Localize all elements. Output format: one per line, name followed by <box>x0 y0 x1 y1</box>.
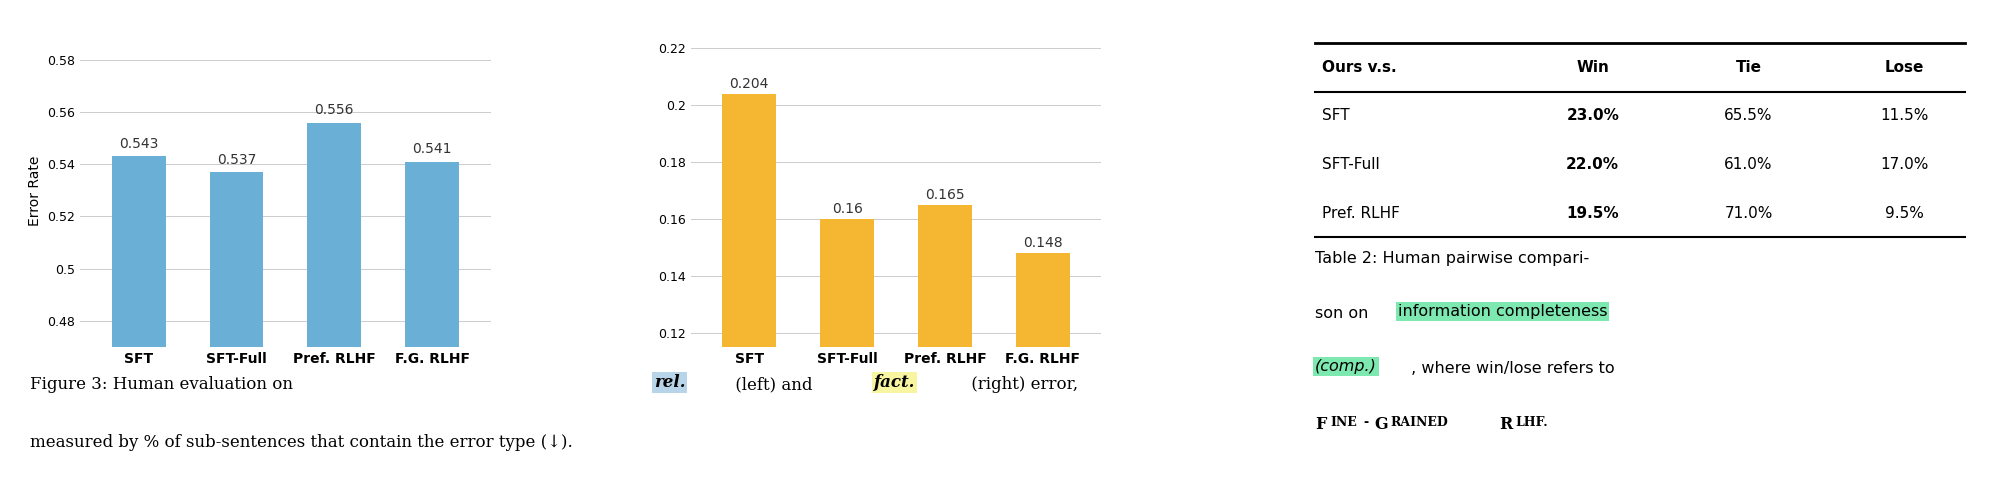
Text: measured by % of sub-sentences that contain the error type (↓).: measured by % of sub-sentences that cont… <box>30 434 573 451</box>
Text: LHF.: LHF. <box>1514 416 1546 429</box>
Bar <box>406 161 460 482</box>
Bar <box>1015 253 1069 482</box>
Text: 0.541: 0.541 <box>412 143 452 157</box>
Text: 0.556: 0.556 <box>314 103 354 117</box>
Text: RAINED: RAINED <box>1391 416 1449 429</box>
Text: 11.5%: 11.5% <box>1880 108 1928 123</box>
Text: 0.148: 0.148 <box>1023 236 1063 250</box>
Text: Pref. RLHF: Pref. RLHF <box>1321 206 1399 221</box>
Text: fact.: fact. <box>873 374 915 390</box>
Bar <box>819 219 873 482</box>
Text: -: - <box>1363 416 1369 429</box>
Text: Table 2: Human pairwise compari-: Table 2: Human pairwise compari- <box>1315 252 1588 267</box>
Text: G: G <box>1375 416 1387 433</box>
Text: 9.5%: 9.5% <box>1884 206 1922 221</box>
Text: Tie: Tie <box>1734 60 1760 75</box>
Text: son on: son on <box>1315 307 1373 321</box>
Text: F: F <box>1315 416 1325 433</box>
Text: 19.5%: 19.5% <box>1566 206 1618 221</box>
Text: 61.0%: 61.0% <box>1724 157 1772 172</box>
Text: rel.: rel. <box>653 374 685 390</box>
Text: 17.0%: 17.0% <box>1880 157 1928 172</box>
Text: 22.0%: 22.0% <box>1564 157 1618 172</box>
Y-axis label: Error Rate: Error Rate <box>28 155 42 226</box>
Text: information completeness: information completeness <box>1397 304 1606 319</box>
Text: (left) and: (left) and <box>729 376 817 393</box>
Text: Figure 3: Human evaluation on: Figure 3: Human evaluation on <box>30 376 298 393</box>
Bar <box>112 157 166 482</box>
Bar <box>210 172 264 482</box>
Text: (right) error,: (right) error, <box>965 376 1077 393</box>
Text: Ours v.s.: Ours v.s. <box>1321 60 1395 75</box>
Bar <box>917 205 971 482</box>
Text: 65.5%: 65.5% <box>1724 108 1772 123</box>
Bar <box>721 94 775 482</box>
Text: Win: Win <box>1576 60 1608 75</box>
Text: (comp.): (comp.) <box>1315 359 1377 374</box>
Text: 0.543: 0.543 <box>120 137 158 151</box>
Text: 71.0%: 71.0% <box>1724 206 1772 221</box>
Text: 0.165: 0.165 <box>925 188 965 202</box>
Text: R: R <box>1498 416 1512 433</box>
Text: 23.0%: 23.0% <box>1566 108 1618 123</box>
Text: 0.204: 0.204 <box>729 77 769 91</box>
Text: 0.537: 0.537 <box>216 153 256 167</box>
Text: SFT: SFT <box>1321 108 1349 123</box>
Text: , where win/lose refers to: , where win/lose refers to <box>1407 361 1614 376</box>
Bar <box>308 122 362 482</box>
Text: SFT-Full: SFT-Full <box>1321 157 1379 172</box>
Text: 0.16: 0.16 <box>831 202 861 216</box>
Text: Lose: Lose <box>1884 60 1924 75</box>
Text: INE: INE <box>1331 416 1357 429</box>
